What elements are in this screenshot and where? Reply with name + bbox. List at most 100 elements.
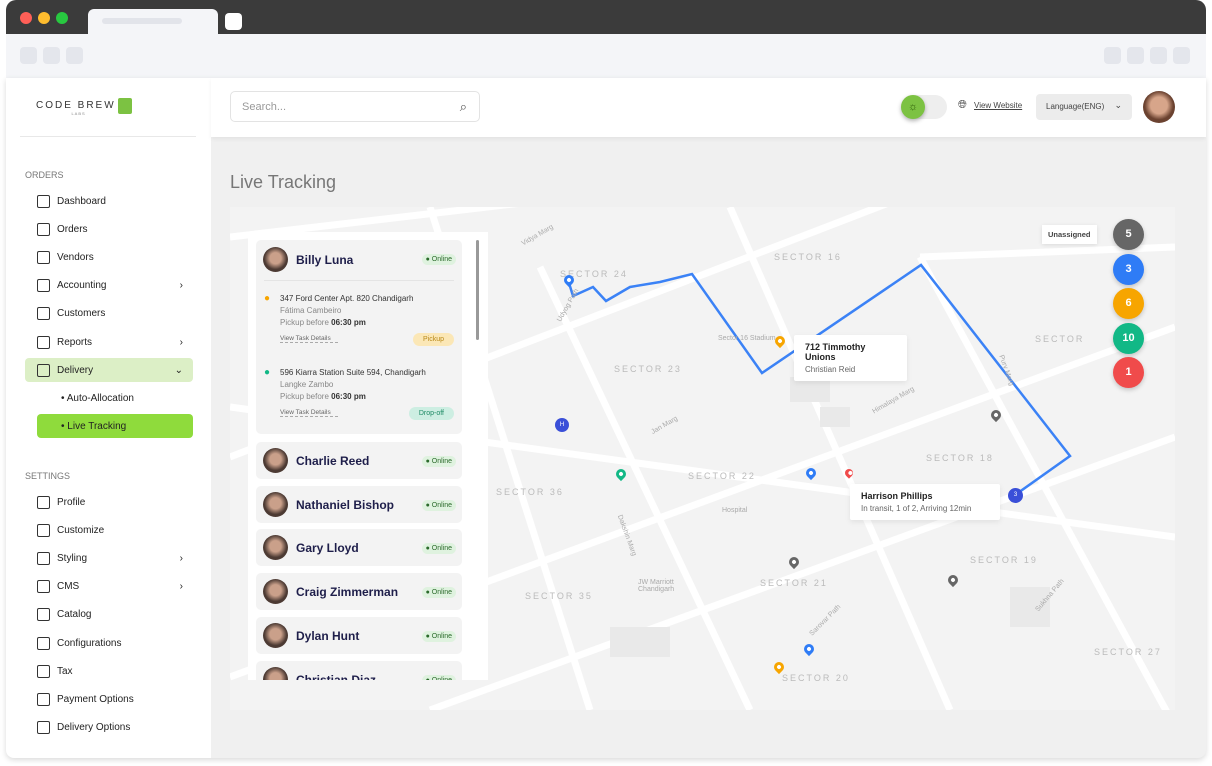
driver-card[interactable]: Gary Lloyd ● Online: [256, 529, 462, 567]
sidebar-item-styling[interactable]: Styling ›: [25, 546, 193, 570]
language-value: Language(ENG): [1046, 102, 1105, 111]
sidebar-item-auto-allocation[interactable]: • Auto-Allocation: [61, 392, 134, 404]
driver-list-panel: Billy Luna ● Online ● 347 Ford Center Ap…: [248, 232, 488, 680]
close-window-button[interactable]: [20, 12, 32, 24]
sector-label: SECTOR 21: [760, 578, 828, 588]
chevron-down-icon: ⌄: [1114, 100, 1122, 110]
view-website-link[interactable]: View Website: [974, 101, 1023, 110]
sidebar-item-catalog[interactable]: Catalog: [25, 603, 193, 627]
task-count-badge[interactable]: 10: [1113, 322, 1144, 354]
driver-name: Craig Zimmerman: [296, 585, 399, 600]
driver-card[interactable]: Billy Luna ● Online ● 347 Ford Center Ap…: [256, 240, 462, 434]
unassigned-tooltip: Unassigned: [1042, 225, 1097, 244]
task-count-badge[interactable]: 3: [1113, 253, 1144, 285]
sidebar-item-accounting[interactable]: Accounting ›: [25, 274, 193, 298]
sidebar-item-reports[interactable]: Reports ›: [25, 330, 193, 354]
sidebar-item-delivery-options[interactable]: Delivery Options: [25, 716, 193, 740]
sidebar-item-label: Delivery Options: [57, 722, 131, 734]
config-icon: [37, 636, 50, 650]
status-badge: ● Online: [421, 254, 456, 265]
top-header: Search... ⌕ ☼ 🌐︎ View Website Language(EN…: [211, 78, 1206, 137]
sidebar-item-configurations[interactable]: Configurations: [25, 631, 193, 655]
user-avatar[interactable]: [1143, 91, 1175, 123]
users-icon: [37, 307, 50, 321]
sidebar-item-label: Dashboard: [57, 195, 106, 207]
bag-icon: [37, 222, 50, 236]
sidebar: CODE BREW LABS ORDERS Dashboard Orders Vend…: [6, 78, 211, 758]
sidebar-item-customers[interactable]: Customers: [25, 302, 193, 326]
route-line: [567, 263, 1072, 497]
sidebar-item-tax[interactable]: Tax: [25, 659, 193, 683]
sidebar-item-payment-options[interactable]: Payment Options: [25, 687, 193, 711]
driver-card[interactable]: Nathaniel Bishop ● Online: [256, 485, 462, 523]
toolbar-button[interactable]: [1173, 47, 1190, 64]
dropoff-pin-icon: ●: [264, 367, 271, 378]
view-task-details-link[interactable]: View Task Details: [280, 409, 338, 417]
logo[interactable]: CODE BREW LABS: [36, 100, 116, 116]
sidebar-item-label: Payment Options: [57, 693, 134, 705]
page-title: Live Tracking: [230, 172, 337, 192]
task-address: 347 Ford Center Apt. 820 Chandigarh: [280, 294, 414, 303]
sidebar-item-customize[interactable]: Customize: [25, 518, 193, 542]
driver-name: Dylan Hunt: [296, 628, 360, 643]
section-orders: ORDERS: [25, 170, 64, 180]
status-badge: ● Online: [421, 674, 456, 680]
pickup-pin-icon: ●: [264, 293, 271, 304]
sector-label: SECTOR 16: [774, 252, 842, 262]
sidebar-item-label: Vendors: [57, 251, 94, 263]
sector-label: SECTOR 35: [525, 591, 593, 601]
toolbar-button[interactable]: [1127, 47, 1144, 64]
driver-card[interactable]: Christian Diaz ● Online: [256, 660, 462, 681]
tax-icon: [37, 664, 50, 678]
forward-button[interactable]: [43, 47, 60, 64]
street-label: Hospital: [722, 507, 748, 514]
minimize-window-button[interactable]: [38, 12, 50, 24]
scrollbar[interactable]: [476, 240, 479, 340]
sidebar-item-label: Orders: [57, 223, 88, 235]
toolbar-button[interactable]: [1104, 47, 1121, 64]
search-icon[interactable]: ⌕: [459, 99, 467, 114]
map[interactable]: SECTOR 24 SECTOR 16 SECTOR 23 SECTOR 18 SECT…: [230, 207, 1175, 710]
street-label: Sector 16 Stadium: [718, 335, 776, 342]
hub-marker[interactable]: H: [555, 418, 569, 432]
theme-toggle[interactable]: ☼: [901, 95, 947, 119]
sidebar-item-label: Styling: [57, 552, 88, 564]
sidebar-item-cms[interactable]: CMS ›: [25, 575, 193, 599]
browser-titlebar: [6, 0, 1206, 34]
sidebar-item-dashboard[interactable]: Dashboard: [25, 189, 193, 213]
task-count-badge[interactable]: 6: [1113, 288, 1144, 319]
driver-card[interactable]: Craig Zimmerman ● Online: [256, 573, 462, 611]
sidebar-item-label: Reports: [57, 336, 93, 348]
back-button[interactable]: [20, 47, 37, 64]
task-count-badge[interactable]: 1: [1113, 357, 1144, 388]
search-input[interactable]: Search... ⌕: [230, 91, 480, 122]
maximize-window-button[interactable]: [56, 12, 68, 24]
map-popup-agent[interactable]: Harrison Phillips In transit, 1 of 2, Arr…: [850, 484, 1000, 520]
view-task-details-link[interactable]: View Task Details: [280, 335, 338, 343]
sidebar-item-delivery[interactable]: Delivery ⌄: [25, 358, 193, 383]
chevron-icon: ›: [179, 336, 183, 348]
driver-name: Christian Diaz: [296, 672, 377, 681]
driver-card[interactable]: Dylan Hunt ● Online: [256, 616, 462, 654]
sidebar-item-orders[interactable]: Orders: [25, 217, 193, 241]
agent-marker[interactable]: 3: [1008, 488, 1023, 503]
map-popup-task[interactable]: 712 Timmothy Unions Christian Reid: [794, 335, 907, 381]
sidebar-item-profile[interactable]: Profile: [25, 490, 193, 514]
driver-card[interactable]: Charlie Reed ● Online: [256, 442, 462, 479]
new-tab-button[interactable]: [225, 13, 242, 30]
delivery-icon: [37, 721, 50, 735]
user-icon: [37, 495, 50, 509]
chevron-icon: ›: [179, 581, 183, 593]
language-select[interactable]: Language(ENG) ⌄: [1036, 94, 1132, 120]
driver-name: Gary Lloyd: [296, 541, 359, 556]
chevron-icon: ›: [179, 280, 183, 292]
sidebar-item-live-tracking[interactable]: • Live Tracking: [37, 414, 193, 438]
reload-button[interactable]: [66, 47, 83, 64]
driver-name: Billy Luna: [296, 253, 354, 267]
sidebar-item-vendors[interactable]: Vendors: [25, 245, 193, 269]
map-roads: [230, 207, 1175, 710]
browser-tab[interactable]: [88, 9, 218, 34]
driver-avatar: [263, 491, 288, 517]
toolbar-button[interactable]: [1150, 47, 1167, 64]
task-count-badge[interactable]: 5: [1113, 219, 1144, 250]
